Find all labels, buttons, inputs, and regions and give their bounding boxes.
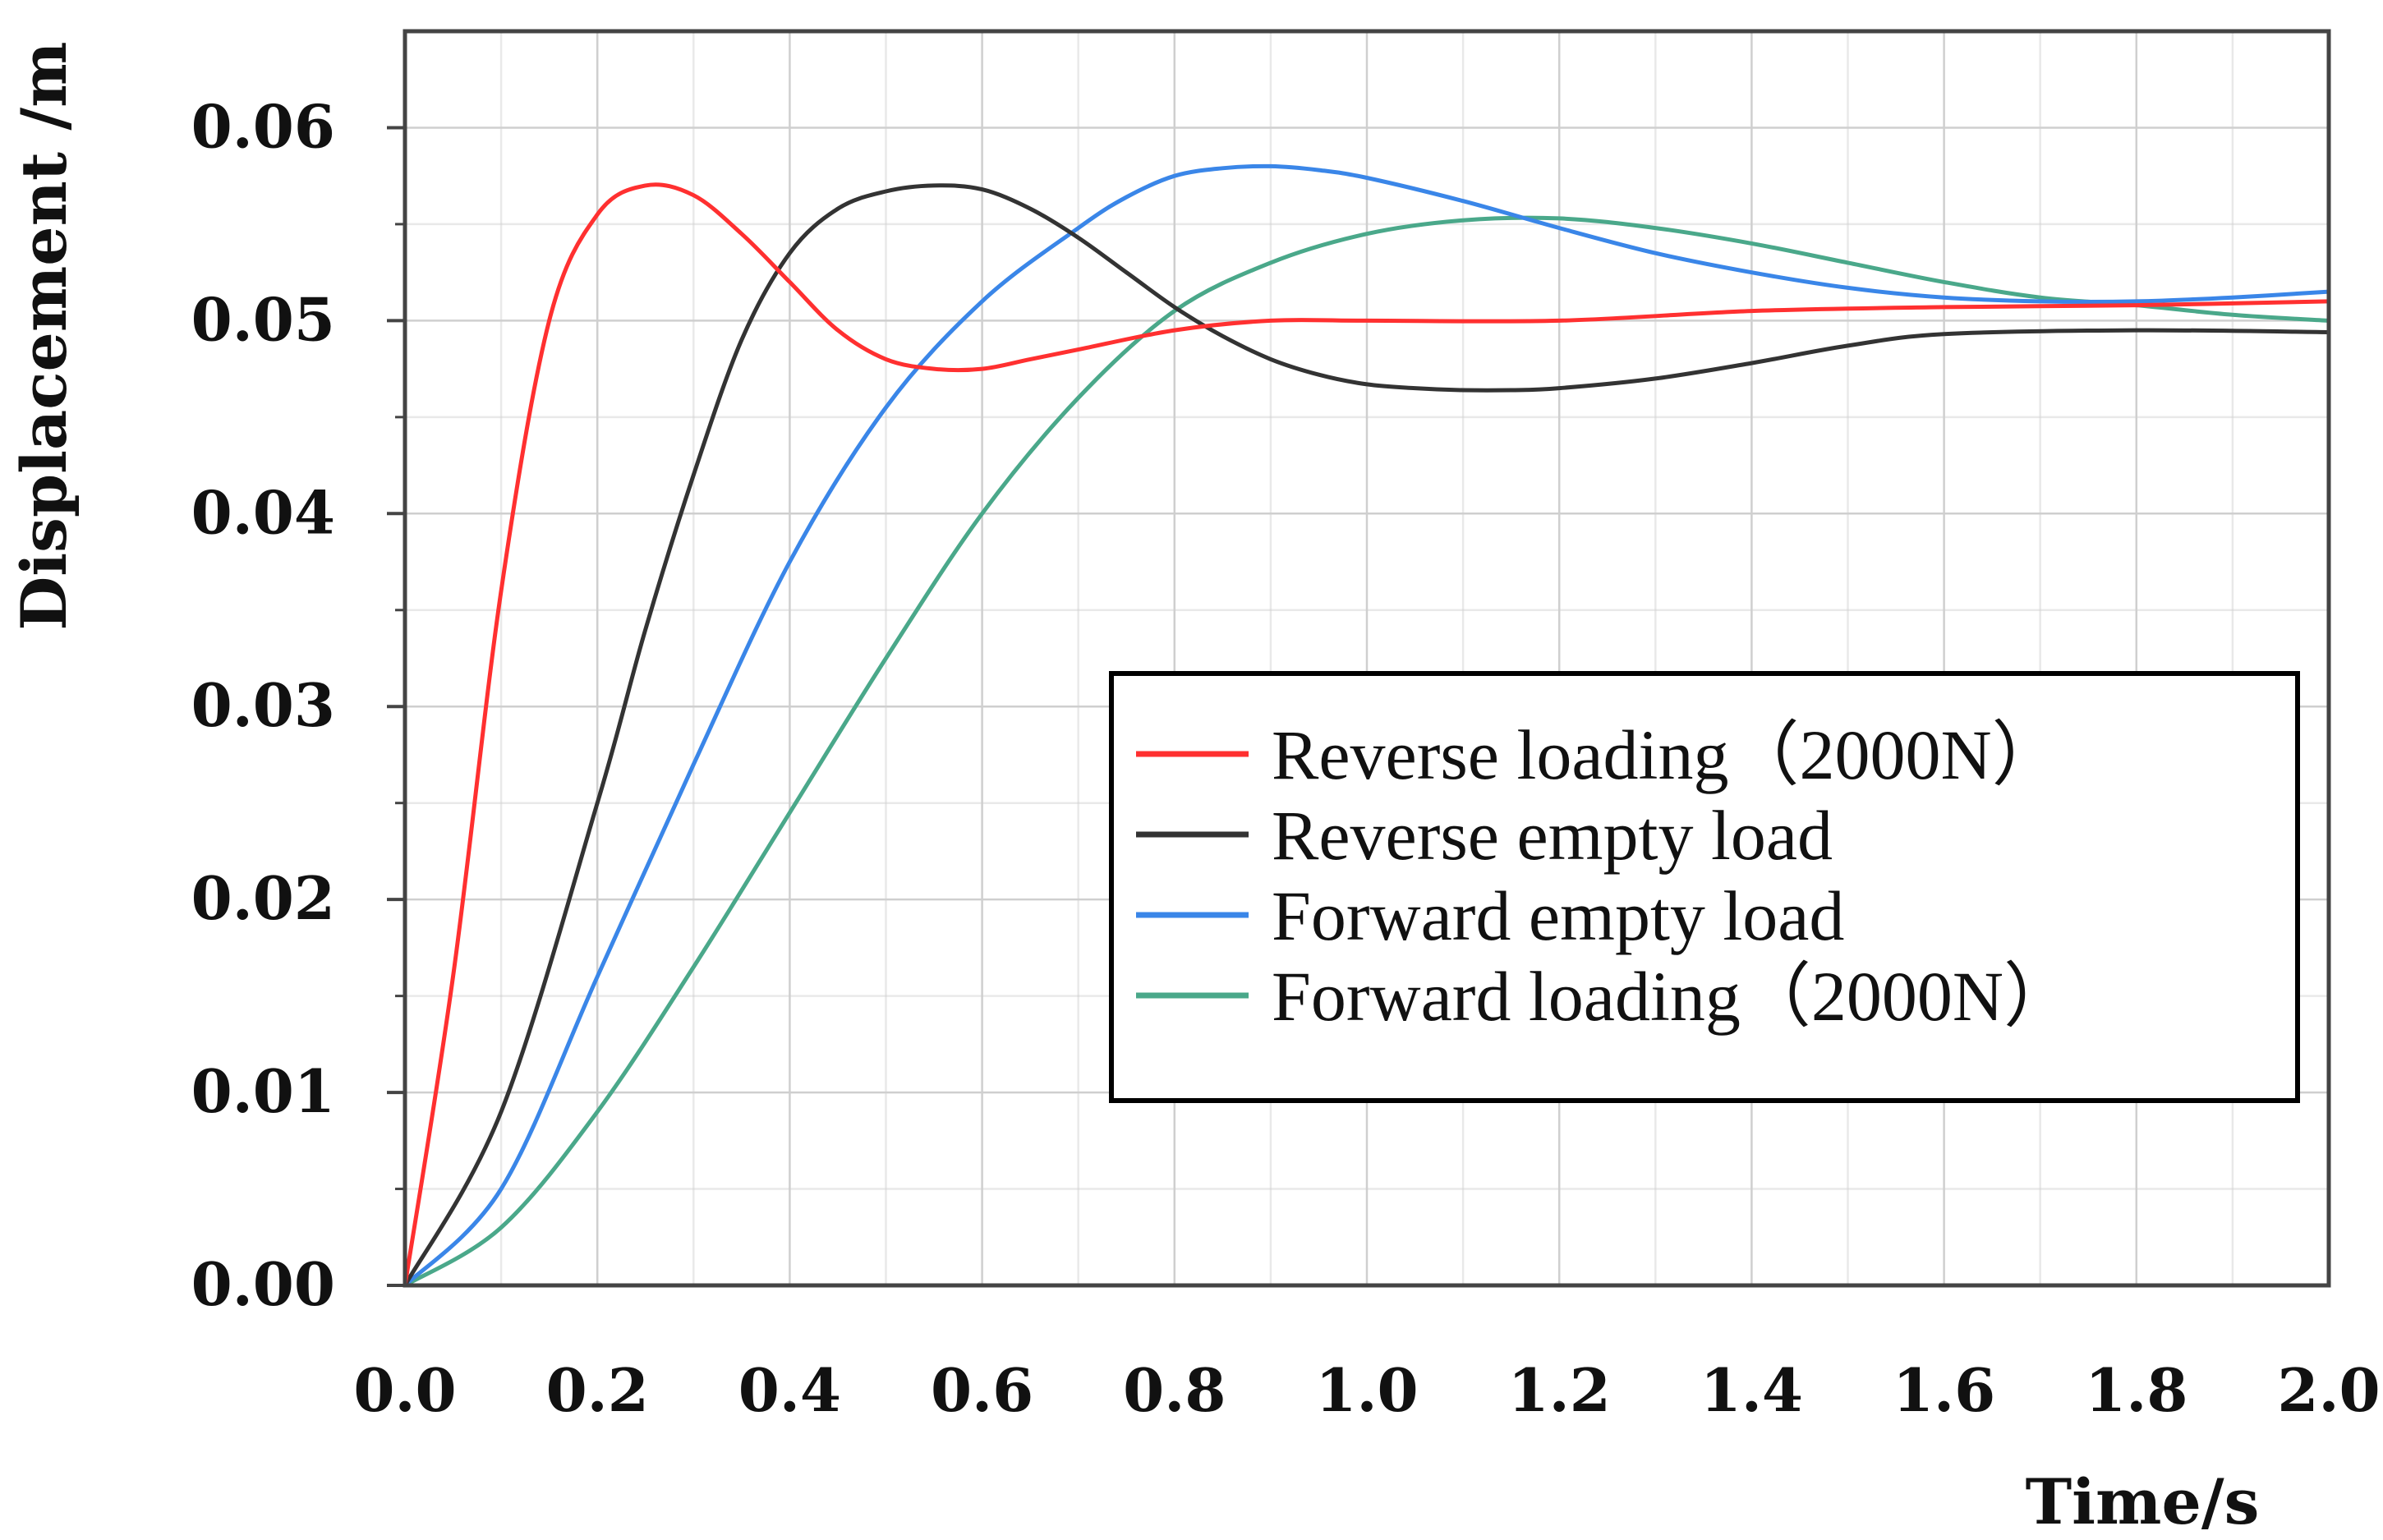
x-tick-label: 1.8 xyxy=(2085,1355,2187,1425)
series-forward-loading-line xyxy=(403,215,2331,1288)
x-tick-label: 1.4 xyxy=(1700,1355,1803,1425)
x-tick-label: 0.8 xyxy=(1123,1355,1226,1425)
y-tick-label: 0.03 xyxy=(191,670,335,740)
y-axis: 0.00 0.01 0.02 0.03 0.04 0.05 0.06 xyxy=(191,91,405,1319)
x-tick-label: 1.0 xyxy=(1315,1355,1418,1425)
y-tick-label: 0.01 xyxy=(191,1056,335,1126)
legend-box xyxy=(1109,671,2300,1103)
x-tick-label: 0.6 xyxy=(931,1355,1033,1425)
series-forward-loading-legend-label: Forward loading（2000N） xyxy=(1272,957,2074,1036)
series-reverse-empty-load-legend-label: Reverse empty load xyxy=(1272,796,1833,875)
y-tick-label: 0.02 xyxy=(191,863,335,933)
series-reverse-empty-load-line xyxy=(403,183,2331,1288)
x-tick-label: 2.0 xyxy=(2277,1355,2380,1425)
x-tick-label: 1.2 xyxy=(1508,1355,1611,1425)
x-tick-label: 1.6 xyxy=(1893,1355,1995,1425)
series-forward-empty-load-line xyxy=(403,163,2331,1288)
x-tick-label: 0.4 xyxy=(738,1355,841,1425)
plot-frame xyxy=(403,29,2331,1288)
y-tick-label: 0.00 xyxy=(191,1249,335,1319)
x-axis-title: Time/s xyxy=(2026,1465,2260,1538)
y-axis-title: Displacement /m xyxy=(7,41,81,630)
series-reverse-loading-line xyxy=(403,182,2331,1288)
y-tick-label: 0.04 xyxy=(191,477,335,547)
x-tick-label: 0.2 xyxy=(546,1355,649,1425)
x-tick-label: 0.0 xyxy=(353,1355,456,1425)
series-reverse-loading-legend-label: Reverse loading（2000N） xyxy=(1272,715,2063,794)
y-tick-label: 0.06 xyxy=(191,91,335,161)
y-tick-label: 0.05 xyxy=(191,284,335,354)
x-axis: 0.0 0.2 0.4 0.6 0.8 1.0 1.2 1.4 1.6 1.8 2.0 xyxy=(353,1355,2380,1425)
series-forward-empty-load-legend-label: Forward empty load xyxy=(1272,876,1844,955)
series-lines xyxy=(403,163,2331,1288)
legend: Reverse loading（2000N）Reverse empty load… xyxy=(1109,671,2300,1103)
